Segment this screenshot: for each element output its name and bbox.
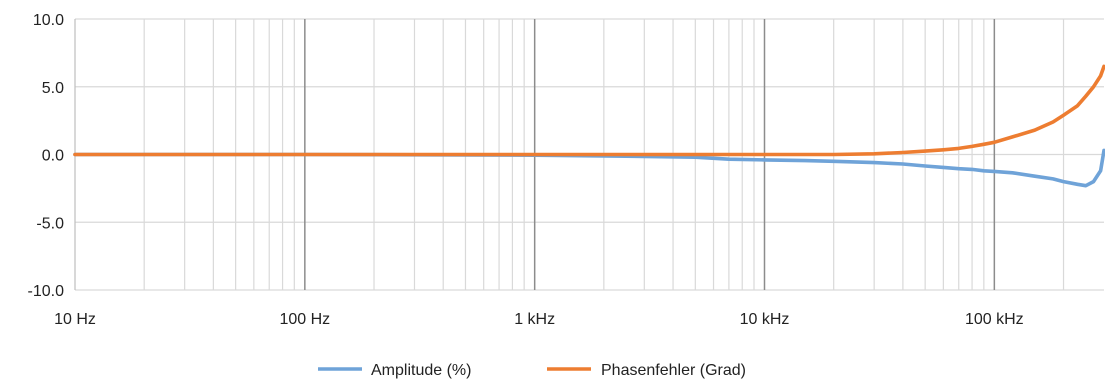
- x-tick-label: 1 kHz: [514, 311, 555, 328]
- y-tick-label: 10.0: [33, 12, 64, 29]
- series-line-0: [73, 148, 1105, 188]
- y-tick-labels: 10.0 5.0 0.0 -5.0 -10.0: [28, 12, 65, 300]
- legend-label-1: Phasenfehler (Grad): [601, 362, 746, 379]
- series-lines: [73, 64, 1105, 188]
- x-tick-label: 10 kHz: [740, 311, 790, 328]
- x-tick-labels: 10 Hz 100 Hz 1 kHz 10 kHz 100 kHz: [54, 311, 1024, 328]
- y-tick-label: -5.0: [36, 215, 64, 232]
- y-tick-label: -10.0: [28, 283, 65, 300]
- legend: Amplitude (%) Phasenfehler (Grad): [318, 362, 746, 379]
- legend-label-0: Amplitude (%): [371, 362, 471, 379]
- x-tick-label: 10 Hz: [54, 311, 96, 328]
- y-tick-label: 0.0: [42, 148, 64, 165]
- x-tick-label: 100 Hz: [279, 311, 330, 328]
- series-line-1: [73, 64, 1105, 157]
- x-tick-label: 100 kHz: [965, 311, 1024, 328]
- y-tick-label: 5.0: [42, 80, 64, 97]
